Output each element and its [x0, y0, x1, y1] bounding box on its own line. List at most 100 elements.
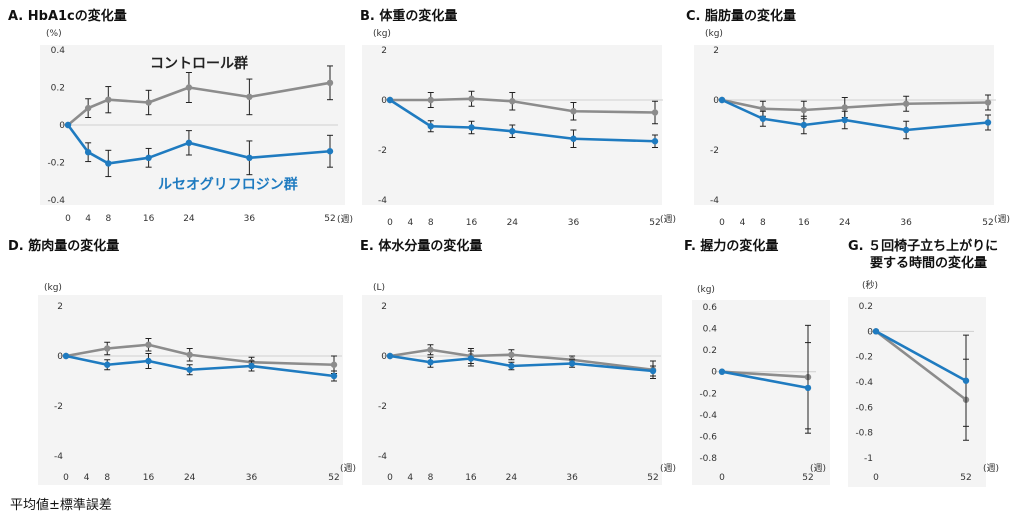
x-tick-label: 0	[873, 473, 879, 483]
y-tick-label: -0.2	[47, 159, 65, 169]
treatment-data-point	[568, 360, 576, 367]
y-tick-label: -0.2	[699, 389, 717, 399]
y-tick-label: -4	[710, 196, 719, 206]
chart-panel-3: D. 筋肉量の変化量 (kg) (週) 2 0 -2 -4 0 4 8 16 24 36 52	[8, 238, 356, 485]
y-tick-label: -4	[54, 452, 63, 462]
treatment-data-point	[330, 372, 338, 380]
x-tick-label: 16	[466, 218, 478, 228]
y-tick-label: 0	[59, 121, 65, 131]
y-tick-label: 2	[57, 302, 63, 312]
y-tick-label: -4	[378, 196, 387, 206]
y-unit-label: (kg)	[373, 29, 391, 39]
treatment-data-point	[509, 128, 516, 135]
treatment-data-point	[145, 357, 152, 365]
x-tick-label: 16	[798, 218, 810, 228]
chart-title-line2: 要する時間の変化量	[870, 255, 987, 271]
y-tick-label: 0.2	[51, 84, 65, 94]
control-data-point	[145, 341, 152, 348]
y-tick-label: 2	[713, 46, 719, 56]
chart-title: F. 握力の変化量	[684, 238, 778, 254]
x-tick-label: 0	[387, 473, 393, 483]
treatment-data-point	[186, 366, 193, 373]
x-tick-label: 52	[960, 473, 971, 483]
treatment-data-point	[84, 148, 92, 156]
treatment-data-point	[185, 139, 193, 147]
treatment-data-point	[804, 384, 812, 392]
treatment-data-point	[145, 154, 152, 162]
plot-area	[692, 300, 830, 485]
y-tick-label: -0.6	[855, 403, 873, 413]
y-tick-label: -1	[864, 454, 873, 464]
x-tick-label: 52	[649, 218, 660, 228]
treatment-data-point	[984, 119, 992, 126]
control-data-point	[841, 104, 848, 111]
treatment-data-point	[104, 361, 111, 368]
y-tick-label: 0	[711, 368, 717, 378]
chart-title: A. HbA1cの変化量	[8, 8, 127, 24]
treatment-data-point	[508, 362, 515, 370]
x-unit-label: (週)	[810, 463, 826, 474]
x-tick-label: 24	[184, 473, 196, 483]
y-unit-label: (L)	[373, 283, 385, 293]
treatment-data-point	[718, 368, 726, 375]
control-data-point	[104, 345, 111, 352]
y-tick-label: -0.2	[855, 353, 873, 363]
treatment-data-point	[467, 355, 475, 362]
y-unit-label: (kg)	[44, 283, 62, 293]
y-tick-label: -4	[378, 452, 387, 462]
treatment-data-point	[649, 367, 657, 375]
x-tick-label: 52	[324, 214, 335, 224]
y-tick-label: -0.4	[47, 196, 65, 206]
x-tick-label: 52	[647, 473, 658, 483]
control-series-line	[389, 348, 654, 372]
x-tick-label: 4	[407, 473, 413, 483]
y-tick-label: -0.8	[699, 454, 717, 464]
treatment-data-point	[326, 148, 334, 155]
treatment-series-label: ルセオグリフロジン群	[158, 176, 298, 193]
control-data-point	[570, 108, 577, 115]
x-tick-label: 8	[105, 214, 111, 224]
x-tick-label: 36	[246, 473, 258, 483]
x-tick-label: 0	[719, 218, 725, 228]
control-series-line	[390, 97, 656, 114]
treatment-data-point	[800, 121, 808, 129]
x-tick-label: 8	[428, 218, 434, 228]
x-unit-label: (週)	[340, 463, 356, 474]
x-tick-label: 8	[760, 218, 766, 228]
plot-area	[38, 295, 343, 485]
y-tick-label: 0.2	[859, 302, 873, 312]
control-series-line	[721, 98, 989, 112]
x-tick-label: 24	[506, 473, 518, 483]
treatment-data-point	[841, 116, 848, 124]
x-tick-label: 16	[143, 214, 155, 224]
y-tick-label: -2	[54, 402, 63, 412]
y-tick-label: 0	[381, 352, 387, 362]
x-tick-label: 4	[740, 218, 746, 228]
treatment-data-point	[386, 96, 394, 104]
y-tick-label: 0.2	[703, 346, 717, 356]
control-data-point	[651, 109, 659, 116]
control-data-point	[246, 93, 253, 101]
x-tick-label: 4	[408, 218, 414, 228]
chart-panel-1: B. 体重の変化量 (kg) (週) 2 0 -2 -4 0 4 8 16 24 36 52	[360, 8, 676, 228]
chart-title: E. 体水分量の変化量	[360, 238, 482, 254]
x-tick-label: 4	[84, 473, 90, 483]
x-tick-label: 16	[143, 473, 155, 483]
chart-panel-0: A. HbA1cの変化量(%)(週)0.40.20-0.2-0.40 4 8 16 24…	[8, 8, 353, 225]
control-data-point	[759, 105, 767, 112]
y-unit-label: (kg)	[697, 285, 715, 295]
treatment-series-line	[721, 98, 989, 132]
control-series-label: コントロール群	[150, 55, 248, 72]
treatment-data-point	[570, 135, 577, 142]
x-tick-label: 36	[568, 218, 580, 228]
treatment-data-point	[246, 154, 253, 162]
x-tick-label: 0	[65, 214, 71, 224]
treatment-data-point	[872, 328, 880, 335]
x-tick-label: 8	[428, 473, 434, 483]
y-unit-label: (秒)	[862, 279, 878, 291]
control-series-line	[65, 343, 335, 367]
treatment-series-line	[65, 354, 335, 378]
control-data-point	[984, 99, 992, 106]
control-data-point	[468, 95, 475, 102]
